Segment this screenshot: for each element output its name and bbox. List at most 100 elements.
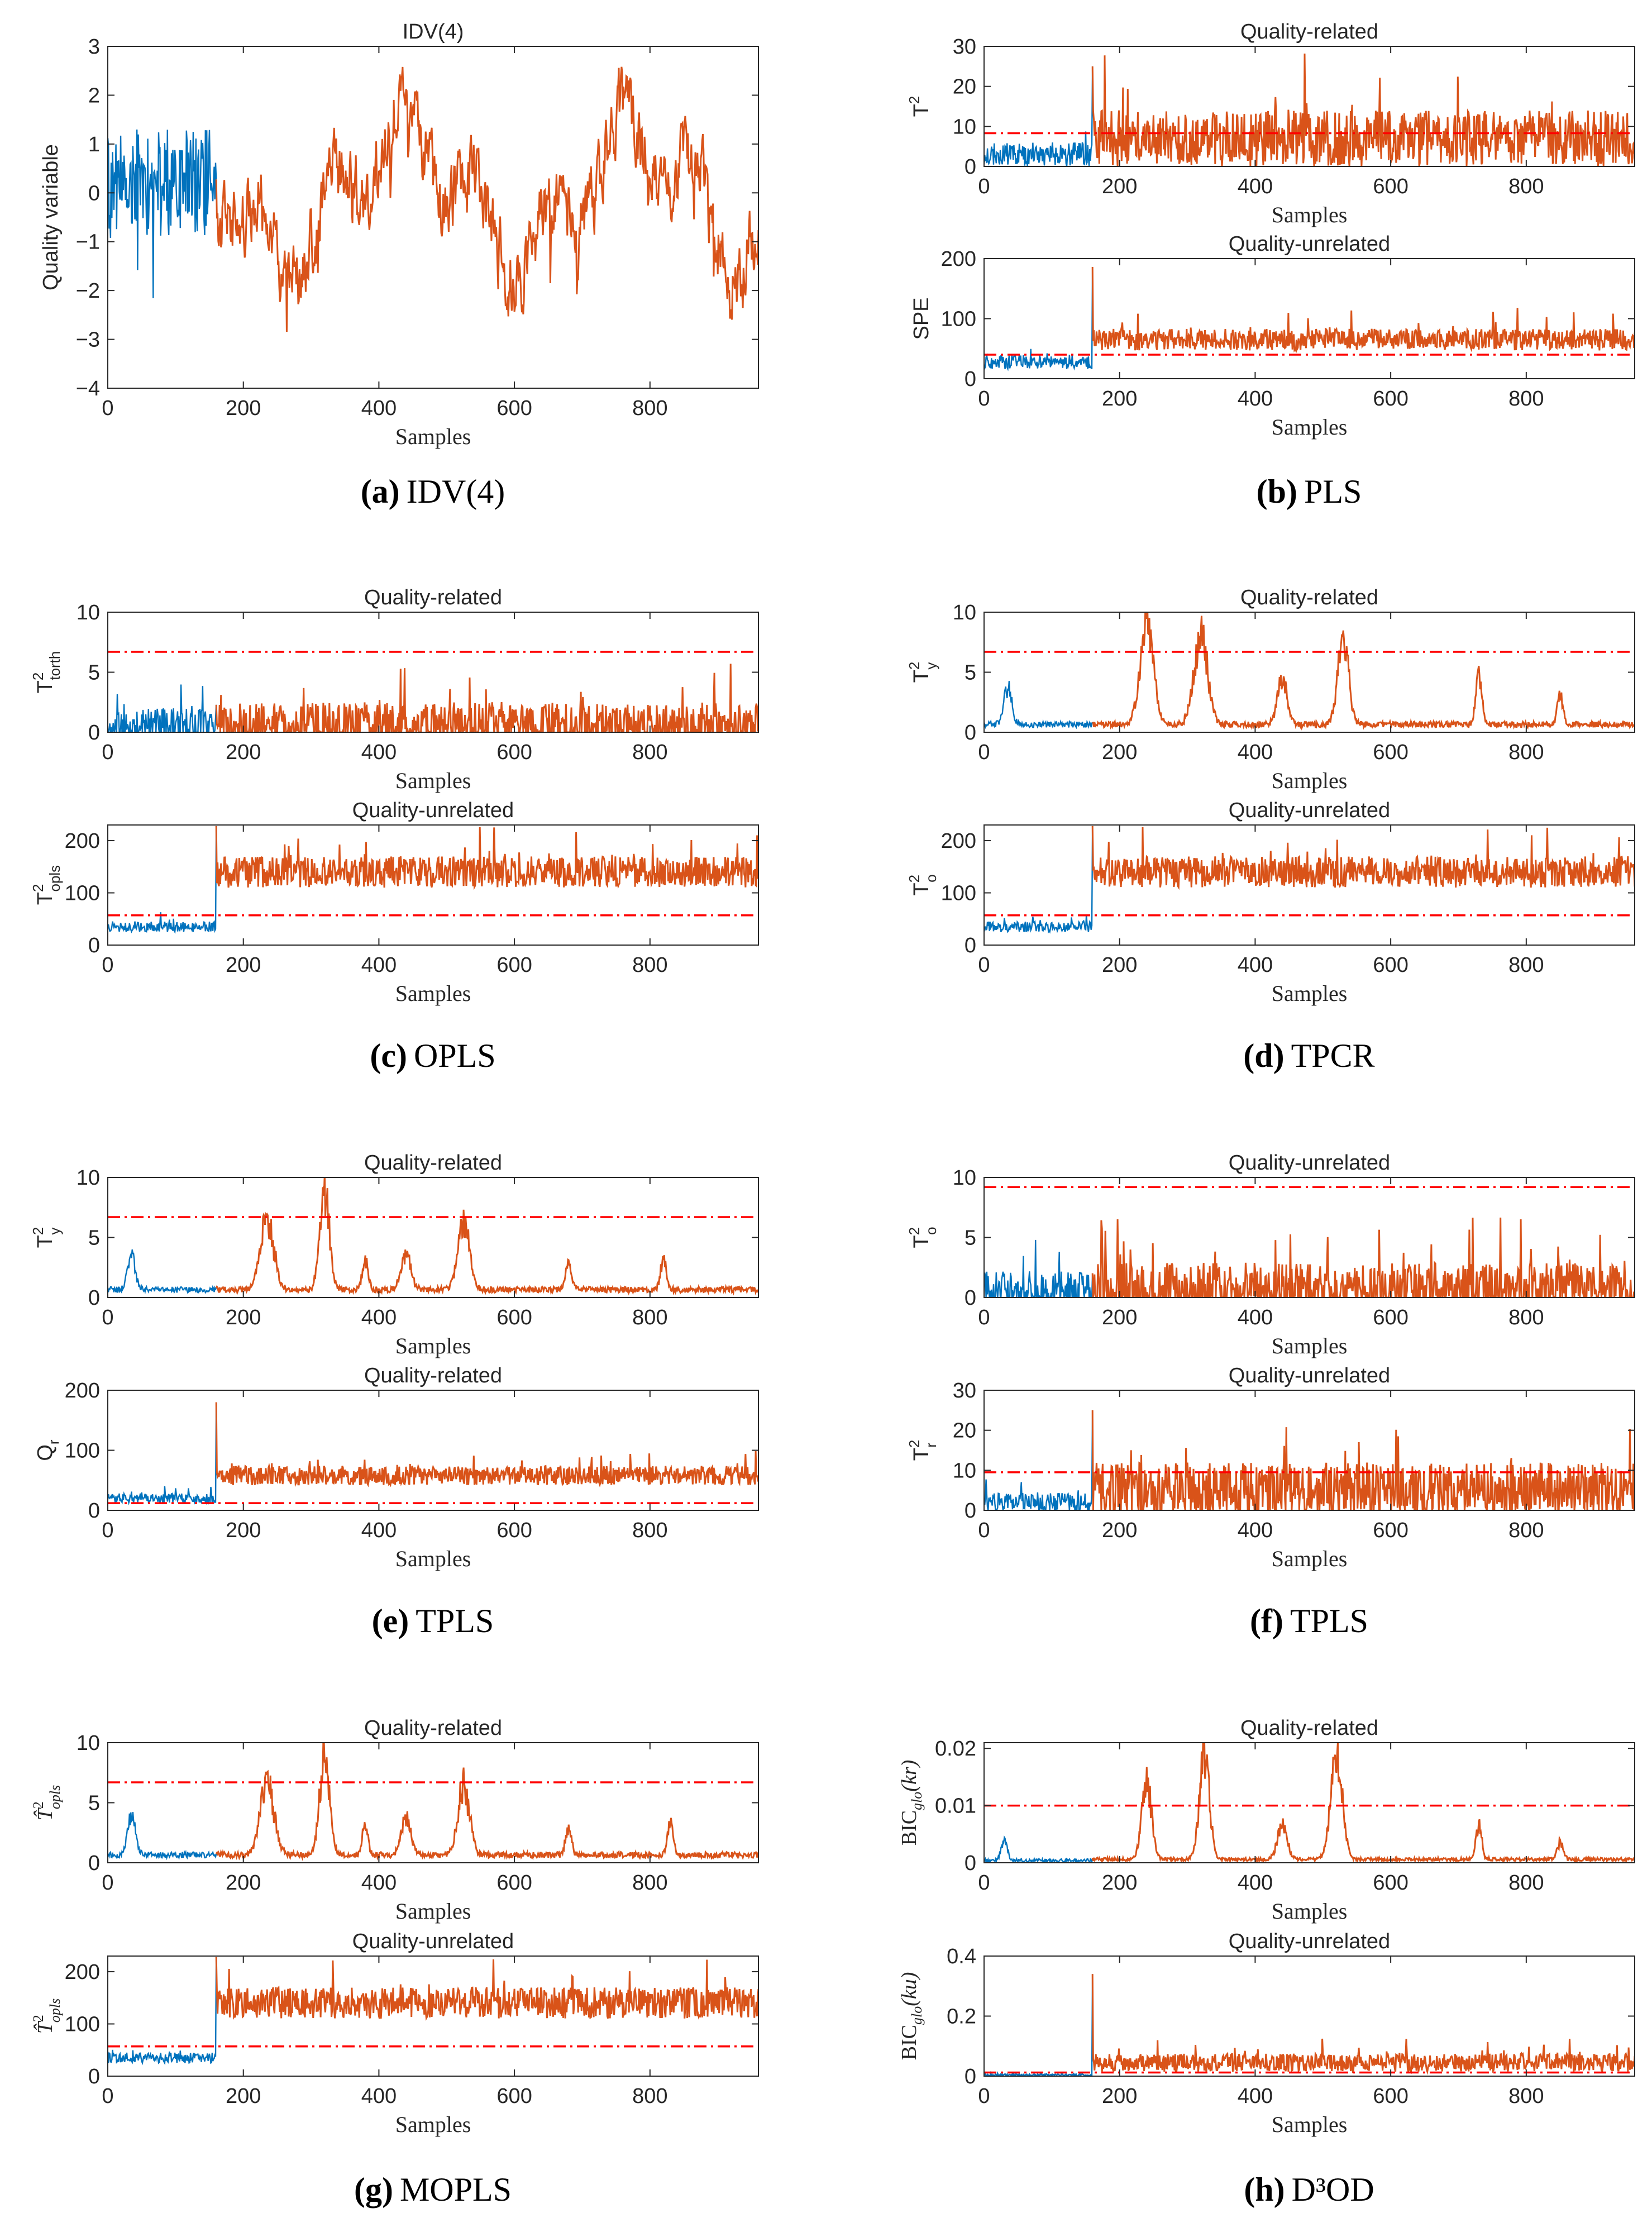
y-tick-label: 0 [965,721,976,745]
caption-text: TPLS [416,1602,494,1639]
x-tick-label: 600 [496,1306,532,1329]
series-fault-line [215,66,758,332]
series-normal-line [984,1410,1094,1510]
plot-title: Quality-related [1240,20,1378,44]
series-normal-line [984,66,1094,166]
x-tick-label: 200 [226,1519,261,1542]
x-tick-label: 400 [1238,175,1273,198]
series-normal-line [984,1239,1094,1298]
plot-title: Quality-unrelated [1229,1930,1390,1953]
x-tick-label: 0 [978,387,990,411]
captions-layer: (a) IDV(4) (b) PLS(c) OPLS (d) TPCR(e) TPLS (f) T… [354,473,1375,2208]
plot-b-top: 0 200 400 600 800 0 10 20 30 Quality-related Sampl… [906,20,1635,227]
axes-box [983,1742,1635,1863]
y-tick-label: 0 [88,182,100,205]
y-tick-label: 100 [65,1439,100,1463]
y-tick-label: 5 [965,661,976,685]
y-tick-label: 10 [77,1166,100,1190]
x-tick-label: 800 [1508,953,1544,977]
x-tick-label: 600 [1373,2085,1408,2108]
x-tick-label: 200 [1102,2085,1137,2108]
y-tick-label: 0.02 [935,1737,976,1761]
caption-d: (d) TPCR [1243,1037,1374,1074]
x-tick-label: 200 [1102,175,1137,198]
y-tick-label: 0 [88,721,100,745]
y-tick-label: 0 [965,2065,976,2088]
series-fault-line [215,664,758,732]
y-tick-label: 0.2 [947,2005,976,2029]
x-tick-label: 200 [1102,1306,1137,1329]
caption-letter: (e) [372,1602,409,1639]
plot-e-bottom: 0 200 400 600 800 0 100 200 Quality-related Sampl… [34,1364,759,1571]
series-normal-line [984,266,1094,371]
plot-title: Quality-unrelated [352,799,514,822]
x-axis-label: Samples [1272,2112,1348,2137]
axes-box [107,1390,759,1511]
x-tick-label: 400 [1238,387,1273,411]
y-tick-label: 20 [953,1419,976,1443]
y-tick-label: 0 [88,934,100,957]
x-tick-label: 400 [361,1306,397,1329]
series-fault-line [1091,1410,1635,1510]
x-tick-label: 400 [1238,953,1273,977]
plot-f-bottom: 0 200 400 600 800 0 10 20 30 Quality-unrelated Sam… [906,1364,1635,1571]
x-tick-label: 600 [1373,1306,1408,1329]
x-tick-label: 0 [978,2085,990,2108]
caption-e: (e) TPLS [372,1602,494,1639]
y-tick-label: −4 [76,377,100,400]
plot-title: Quality-related [364,1151,502,1175]
y-axis-label: T2r [906,1440,939,1461]
axes-box [107,46,759,389]
y-axis-label: Qr [34,1439,62,1461]
x-tick-label: 0 [102,953,113,977]
plots-layer: 0 200 400 600 800−4−3−2−10123IDV(4)SamplesQu… [30,20,1635,2137]
plot-title: IDV(4) [403,20,464,44]
y-tick-label: 0 [965,1499,976,1523]
series-normal-line [984,1974,1094,2076]
caption-text: D³OD [1292,2171,1374,2208]
x-tick-label: 200 [1102,1871,1137,1895]
x-tick-label: 400 [361,1871,397,1895]
caption-text: PLS [1304,473,1362,510]
y-tick-label: 0 [88,2065,100,2088]
axes-box [983,1390,1635,1511]
x-tick-label: 600 [1373,1871,1408,1895]
x-tick-label: 200 [226,1871,261,1895]
plot-title: Quality-unrelated [1229,799,1390,822]
x-tick-label: 200 [226,1306,261,1329]
x-axis-label: Samples [1272,414,1348,440]
x-tick-label: 800 [1508,741,1544,764]
series-fault-line [215,1402,758,1487]
series-fault-line [1091,53,1635,166]
x-axis-label: Samples [1272,768,1348,793]
y-tick-label: 0 [965,368,976,391]
x-tick-label: 600 [496,2085,532,2108]
y-tick-label: 0 [88,1499,100,1523]
plot-title: Quality-related [1240,586,1378,609]
y-axis-label: Quality variable [39,144,63,290]
x-tick-label: 200 [226,397,261,420]
axes-box [107,1742,759,1863]
x-tick-label: 400 [361,397,397,420]
x-axis-label: Samples [395,1546,471,1571]
x-tick-label: 800 [632,1871,667,1895]
plot-d-top: 0 200 400 600 800 0 5 10 Quality-related Samples T… [906,586,1635,793]
caption-text: IDV(4) [407,473,505,510]
x-tick-label: 0 [978,741,990,764]
x-tick-label: 800 [1508,175,1544,198]
series-normal-line [108,1812,217,1861]
x-tick-label: 600 [496,953,532,977]
y-tick-label: 10 [953,601,976,624]
y-tick-label: 20 [953,75,976,99]
caption-letter: (d) [1243,1037,1284,1074]
series-normal-line [108,826,217,934]
y-tick-label: 0 [88,1286,100,1310]
y-axis-label: T2torth [30,651,63,694]
y-tick-label: 200 [65,1961,100,1984]
x-tick-label: 600 [496,397,532,420]
x-tick-label: 600 [1373,741,1408,764]
caption-c: (c) OPLS [370,1037,495,1074]
x-tick-label: 0 [102,1519,113,1542]
x-tick-label: 200 [226,2085,261,2108]
